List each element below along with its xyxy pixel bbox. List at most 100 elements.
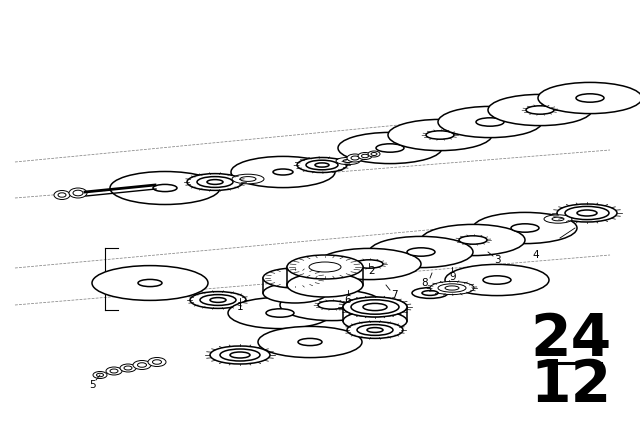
Ellipse shape [93, 371, 107, 379]
Ellipse shape [153, 185, 177, 192]
Ellipse shape [263, 283, 327, 303]
Ellipse shape [120, 364, 136, 372]
Ellipse shape [483, 276, 511, 284]
Ellipse shape [187, 173, 243, 190]
Ellipse shape [309, 262, 341, 272]
Text: 3: 3 [493, 255, 500, 265]
Ellipse shape [351, 156, 359, 160]
Ellipse shape [148, 358, 166, 366]
Ellipse shape [210, 297, 226, 302]
Ellipse shape [358, 152, 372, 159]
Ellipse shape [110, 369, 118, 373]
Ellipse shape [92, 266, 208, 301]
Ellipse shape [557, 204, 617, 222]
Ellipse shape [368, 151, 380, 157]
Ellipse shape [422, 291, 438, 295]
Text: 2: 2 [369, 266, 375, 276]
Ellipse shape [343, 159, 353, 163]
Ellipse shape [336, 157, 360, 164]
Ellipse shape [552, 217, 564, 221]
Ellipse shape [317, 248, 421, 280]
Ellipse shape [526, 106, 554, 114]
Ellipse shape [426, 131, 454, 139]
Ellipse shape [197, 177, 233, 187]
Ellipse shape [445, 264, 549, 296]
Ellipse shape [287, 273, 363, 297]
Ellipse shape [367, 327, 383, 332]
Ellipse shape [445, 286, 459, 290]
Ellipse shape [318, 301, 346, 309]
Ellipse shape [110, 172, 220, 204]
Ellipse shape [577, 210, 597, 216]
Text: 8: 8 [422, 278, 428, 288]
Ellipse shape [133, 361, 151, 370]
Ellipse shape [565, 207, 609, 220]
Ellipse shape [230, 352, 250, 358]
Ellipse shape [124, 366, 132, 370]
Ellipse shape [240, 177, 256, 181]
Ellipse shape [388, 120, 492, 151]
Ellipse shape [152, 360, 161, 364]
Ellipse shape [363, 303, 387, 310]
Text: 6: 6 [345, 295, 351, 305]
Ellipse shape [459, 236, 487, 244]
Ellipse shape [58, 193, 66, 197]
Ellipse shape [200, 295, 236, 306]
Ellipse shape [369, 237, 473, 267]
Ellipse shape [576, 94, 604, 102]
Ellipse shape [430, 281, 474, 295]
Ellipse shape [355, 260, 383, 268]
Ellipse shape [263, 268, 327, 288]
Text: 4: 4 [532, 250, 540, 260]
Ellipse shape [220, 349, 260, 361]
Ellipse shape [298, 338, 322, 345]
Ellipse shape [258, 327, 362, 358]
Ellipse shape [347, 322, 403, 338]
Ellipse shape [357, 325, 393, 336]
Ellipse shape [287, 255, 363, 279]
Ellipse shape [106, 367, 122, 375]
Ellipse shape [232, 174, 264, 184]
Ellipse shape [210, 346, 270, 364]
Text: 9: 9 [450, 272, 456, 282]
Ellipse shape [347, 154, 363, 162]
Ellipse shape [54, 190, 70, 199]
Ellipse shape [351, 300, 399, 314]
Ellipse shape [231, 156, 335, 188]
Ellipse shape [280, 289, 384, 321]
Ellipse shape [371, 152, 377, 155]
Ellipse shape [544, 215, 572, 223]
Ellipse shape [190, 292, 246, 308]
Ellipse shape [228, 297, 332, 328]
Ellipse shape [138, 363, 147, 367]
Ellipse shape [338, 133, 442, 164]
Ellipse shape [473, 212, 577, 244]
Ellipse shape [315, 163, 329, 167]
Text: 24: 24 [531, 311, 612, 369]
Ellipse shape [343, 297, 407, 317]
Ellipse shape [306, 160, 338, 170]
Text: 7: 7 [390, 290, 397, 300]
Ellipse shape [362, 154, 369, 158]
Ellipse shape [297, 158, 347, 172]
Ellipse shape [421, 224, 525, 256]
Ellipse shape [266, 309, 294, 317]
Ellipse shape [407, 248, 435, 256]
Ellipse shape [538, 82, 640, 114]
Ellipse shape [138, 280, 162, 287]
Ellipse shape [273, 169, 293, 175]
Ellipse shape [476, 118, 504, 126]
Ellipse shape [376, 144, 404, 152]
Ellipse shape [438, 106, 542, 138]
Ellipse shape [73, 190, 83, 196]
Ellipse shape [69, 188, 87, 198]
Ellipse shape [412, 288, 448, 298]
Ellipse shape [343, 297, 407, 317]
Text: 12: 12 [531, 357, 612, 414]
Ellipse shape [488, 95, 592, 125]
Text: 5: 5 [89, 380, 95, 390]
Ellipse shape [343, 311, 407, 331]
Ellipse shape [438, 284, 466, 292]
Ellipse shape [511, 224, 539, 232]
Ellipse shape [207, 180, 223, 185]
